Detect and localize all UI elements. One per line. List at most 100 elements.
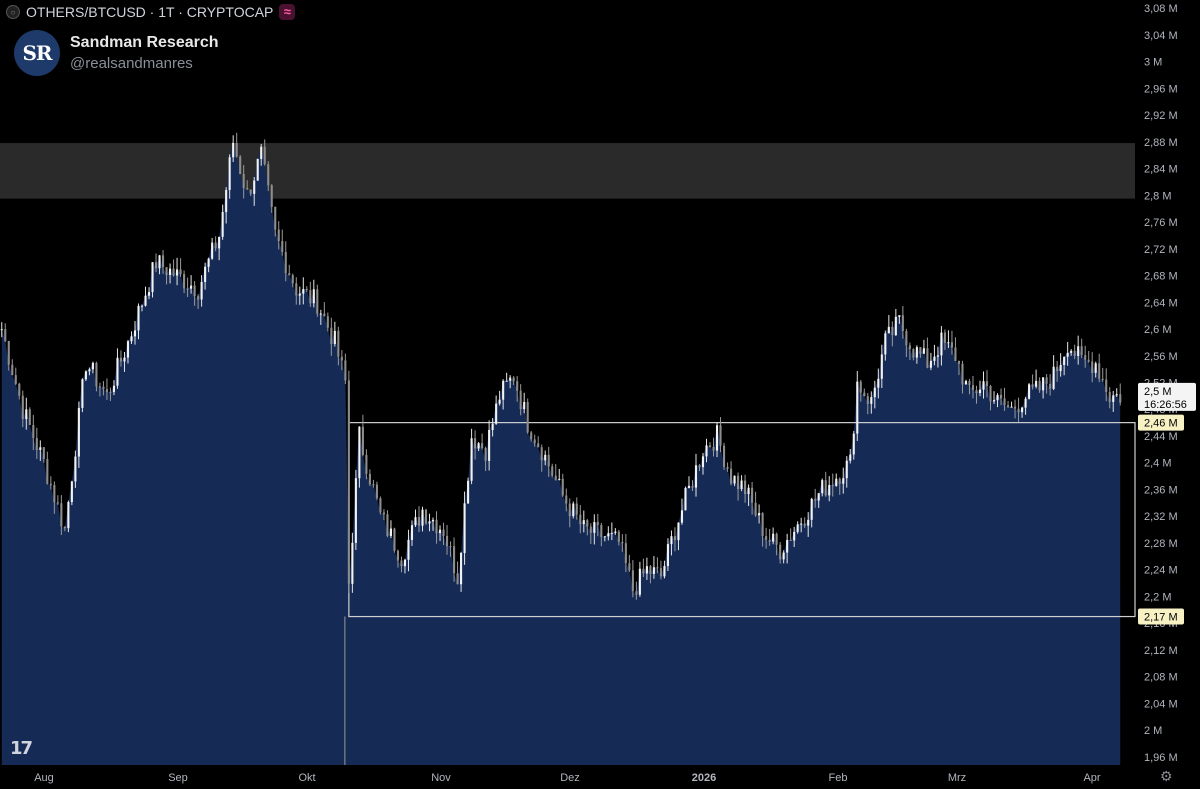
candle: [340, 350, 343, 371]
candle: [1017, 397, 1020, 422]
candle: [204, 262, 207, 290]
candle: [372, 479, 375, 488]
candle: [63, 526, 66, 532]
candle: [838, 477, 841, 495]
settings-gear-icon[interactable]: ⚙: [1160, 768, 1173, 784]
candle: [684, 486, 687, 511]
candle: [18, 382, 21, 400]
candle: [193, 280, 196, 306]
candle: [98, 382, 101, 397]
candle: [11, 359, 14, 376]
candle: [242, 165, 245, 199]
candle: [147, 287, 151, 300]
candle: [947, 330, 950, 349]
candle: [880, 344, 883, 389]
candle: [978, 380, 982, 397]
candle: [824, 471, 827, 497]
candle: [298, 286, 301, 305]
candle: [1028, 383, 1031, 400]
candle: [1049, 374, 1052, 396]
x-tick-label: Aug: [34, 772, 54, 784]
candle: [28, 407, 31, 426]
candle: [256, 158, 259, 181]
candle: [130, 331, 133, 344]
candle: [137, 303, 140, 340]
candle: [589, 523, 592, 545]
candle: [179, 258, 182, 277]
tradingview-logo-icon[interactable]: 17: [10, 738, 33, 759]
candle: [575, 497, 578, 520]
candle: [21, 390, 24, 428]
candle: [14, 367, 17, 386]
candle: [214, 236, 217, 252]
candle: [218, 236, 221, 261]
candle: [873, 380, 876, 409]
candle: [46, 451, 49, 485]
candle: [705, 438, 708, 463]
svg-text:16:26:56: 16:26:56: [1144, 399, 1187, 411]
candle: [1087, 350, 1090, 363]
candle: [765, 527, 768, 549]
candle: [519, 384, 522, 416]
candle: [870, 391, 873, 414]
y-tick-label: 2,6 M: [1144, 324, 1172, 336]
symbol-title[interactable]: OTHERS/BTCUSD · 1T · CRYPTOCAP: [26, 4, 274, 20]
x-axis[interactable]: Aug Sep Okt Nov Dez 2026 Feb Mrz Apr: [34, 772, 1101, 784]
candle: [635, 581, 638, 600]
candle: [1045, 374, 1048, 394]
candle: [772, 527, 775, 545]
resistance-zone-layer: [0, 143, 1135, 199]
brand-name: Sandman Research: [70, 34, 219, 51]
candle: [410, 520, 414, 546]
candle: [221, 204, 224, 240]
candle: [326, 312, 329, 332]
candle: [1031, 374, 1034, 390]
candle: [866, 393, 869, 415]
candle: [70, 480, 73, 506]
candle: [396, 549, 400, 568]
candle: [929, 352, 932, 371]
candle: [698, 464, 701, 471]
candle: [807, 512, 810, 537]
candle: [453, 537, 456, 582]
candle: [849, 449, 852, 464]
candle: [1042, 377, 1045, 399]
candle: [284, 241, 287, 282]
candle: [1024, 396, 1027, 415]
x-tick-label: Feb: [829, 772, 848, 784]
candle: [628, 554, 631, 572]
candle: [323, 302, 326, 317]
candle: [1014, 399, 1017, 419]
brand-logo: SR: [14, 30, 60, 76]
candles-layer: [0, 132, 1122, 600]
candle: [957, 360, 961, 376]
candle: [950, 330, 953, 355]
candle: [347, 370, 350, 593]
candle: [715, 422, 719, 458]
price-level-label: 2,46 M: [1138, 414, 1184, 431]
candle: [267, 161, 270, 191]
candle: [474, 430, 477, 460]
candle: [733, 475, 736, 487]
candle: [302, 277, 305, 305]
candle: [908, 342, 911, 361]
candle: [1056, 360, 1059, 382]
candle: [835, 473, 838, 487]
candle: [186, 277, 189, 297]
candle: [270, 184, 273, 213]
candle: [119, 350, 123, 367]
candle: [663, 560, 666, 579]
y-tick-label: 2,04 M: [1144, 698, 1178, 710]
candle: [74, 450, 77, 488]
candle: [7, 340, 10, 371]
candle: [982, 371, 985, 399]
candle: [449, 541, 452, 557]
candle: [652, 556, 655, 579]
price-labels-layer: 2,46 M 2,17 M 2,5 M16:26:56: [1138, 382, 1196, 625]
candle: [190, 275, 193, 294]
candle: [481, 433, 484, 450]
candle: [877, 368, 880, 399]
candle: [316, 284, 319, 317]
candle: [512, 376, 515, 385]
